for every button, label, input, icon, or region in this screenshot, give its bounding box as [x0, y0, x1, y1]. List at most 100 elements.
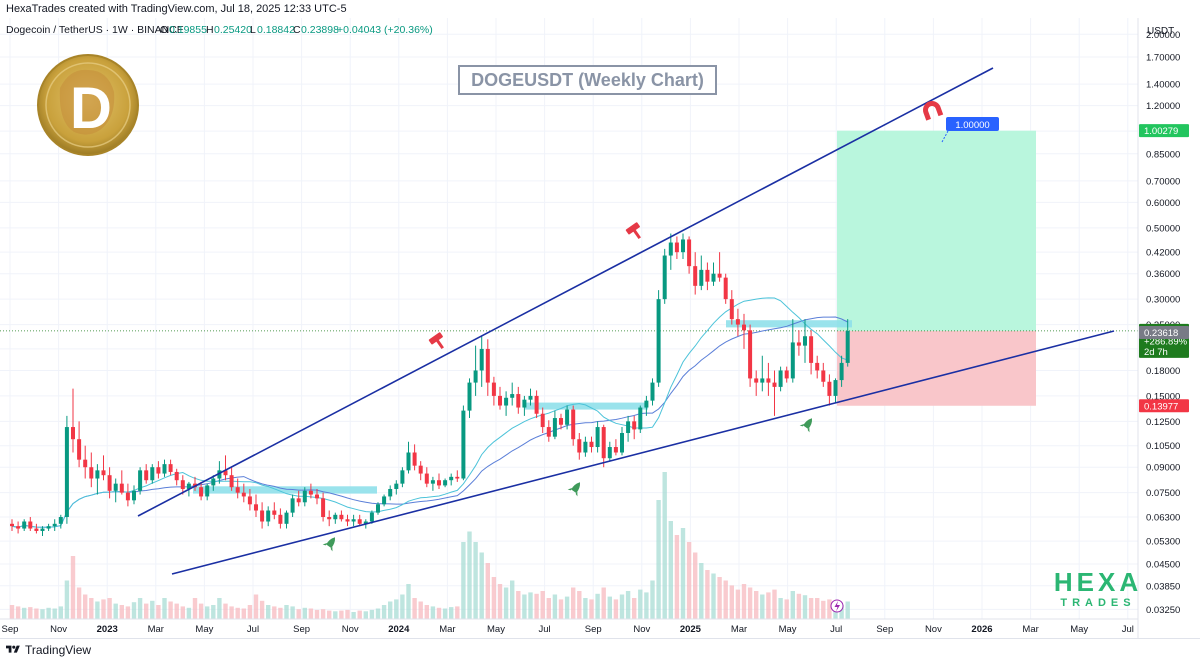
candle: [144, 464, 149, 484]
candle-body: [211, 478, 216, 486]
volume-bar: [113, 603, 118, 619]
volume-bar: [808, 598, 814, 619]
candle: [302, 487, 307, 507]
trendlines[interactable]: [137, 67, 1115, 575]
candle: [333, 512, 338, 524]
volume-bar: [424, 605, 429, 619]
volume-bar: [485, 563, 490, 619]
volume-bar: [650, 580, 655, 619]
candle-body: [540, 413, 545, 428]
rocket-fins: [799, 423, 810, 433]
x-tick-label: 2023: [97, 624, 118, 635]
volume-bar: [717, 577, 722, 619]
candle: [528, 388, 533, 406]
chart-credit: HexaTrades created with TradingView.com,…: [6, 3, 347, 15]
candle-body: [784, 370, 789, 379]
candle-body: [46, 526, 51, 529]
volume-bar: [583, 598, 588, 619]
volume-bar: [375, 608, 381, 619]
candle: [626, 415, 631, 442]
candle: [650, 378, 655, 406]
upper-trendline[interactable]: [137, 67, 994, 517]
volume-bar: [839, 605, 844, 619]
volume-bar: [83, 594, 88, 619]
volume-bars: [9, 472, 850, 619]
volume-bar: [595, 593, 600, 619]
candle: [290, 494, 295, 518]
candle: [83, 445, 88, 479]
volume-bar: [632, 598, 637, 619]
currency-label: USDT: [1147, 26, 1174, 37]
candle-body: [168, 464, 173, 472]
candle-body: [601, 427, 606, 459]
candle-body: [473, 370, 478, 383]
volume-bar: [46, 607, 51, 619]
candle: [58, 514, 63, 529]
candle-body: [717, 273, 722, 278]
candle-body: [28, 521, 33, 529]
x-tick-label: 2026: [971, 624, 992, 635]
volume-bar: [723, 580, 728, 619]
volume-bar: [76, 587, 82, 619]
y-tick-label: 1.70000: [1146, 52, 1180, 63]
candle-body: [443, 480, 448, 486]
price-axis[interactable]: USDT 2.000001.700001.400001.200001.00000…: [1137, 18, 1189, 638]
candle-body: [235, 487, 240, 493]
volume-bar: [388, 601, 393, 619]
candle: [205, 483, 210, 501]
candle: [260, 502, 265, 529]
y-tick-label: 0.18000: [1146, 366, 1180, 377]
x-tick-label: May: [1070, 624, 1088, 635]
candle-body: [369, 512, 374, 522]
candle: [455, 470, 460, 482]
candle-body: [760, 378, 765, 383]
candle: [107, 467, 112, 499]
candle-body: [52, 523, 57, 527]
candle-body: [321, 498, 326, 518]
candle-body: [504, 397, 509, 406]
candle-body: [772, 382, 777, 387]
ohlc-legend: Dogecoin / TetherUS · 1W · BINANCE O 0.1…: [6, 24, 433, 36]
volume-bar: [351, 612, 356, 619]
candle-body: [522, 399, 527, 408]
candle-body: [650, 382, 655, 401]
candle: [571, 405, 576, 446]
rocket-fins: [567, 487, 578, 497]
candle-body: [22, 521, 27, 529]
candle-body: [449, 476, 454, 481]
volume-bar: [449, 607, 454, 619]
time-axis[interactable]: Sep Nov 2023 Mar May Jul Sep Nov 2024 Mar May Jul Se…: [0, 618, 1138, 635]
price-label-text: 0.13977: [1144, 401, 1178, 412]
volume-bar: [394, 599, 399, 619]
low-value: 0.18842: [257, 24, 295, 36]
candle: [803, 319, 807, 363]
candle: [321, 492, 326, 522]
candle-body: [534, 395, 539, 414]
candle: [565, 405, 570, 430]
x-tick-label: Nov: [633, 624, 650, 635]
lower-trendline[interactable]: [171, 330, 1115, 575]
candle-body: [125, 492, 130, 501]
volume-bar: [473, 542, 478, 619]
candle: [534, 390, 539, 419]
volume-bar: [699, 563, 704, 619]
candle: [559, 413, 563, 430]
volume-bar: [412, 598, 417, 619]
rocket-body: [326, 537, 336, 548]
candle: [430, 476, 435, 491]
candle-body: [205, 485, 210, 497]
rocket-body: [803, 418, 813, 429]
candle-body: [308, 490, 313, 495]
candle: [308, 483, 313, 499]
volume-bar: [821, 600, 826, 619]
candle: [71, 388, 75, 453]
price-label-box: [1139, 326, 1189, 340]
candle-body: [296, 498, 301, 503]
candle: [839, 355, 844, 387]
volume-bar: [327, 610, 332, 619]
candle: [16, 521, 21, 534]
candle: [113, 478, 118, 503]
price-chart[interactable]: Dogecoin / TetherUS · 1W · BINANCE O 0.1…: [0, 18, 1200, 638]
candle-body: [754, 378, 759, 383]
volume-bar: [369, 609, 375, 619]
